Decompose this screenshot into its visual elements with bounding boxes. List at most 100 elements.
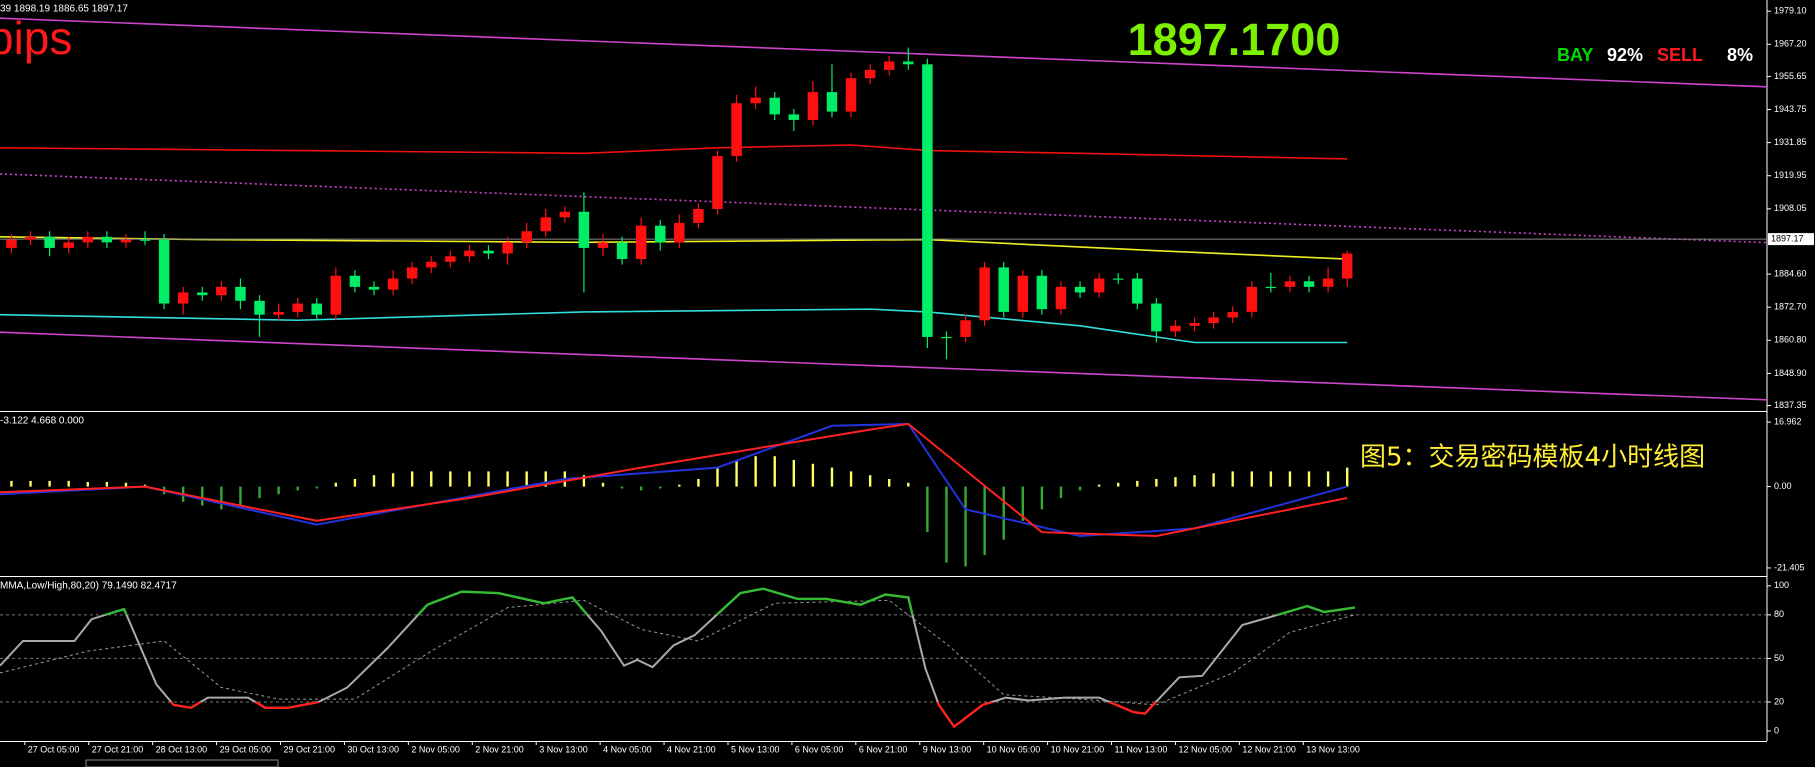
y-tick-label: 1884.60 bbox=[1774, 268, 1807, 278]
tab-strip bbox=[85, 759, 279, 767]
macd-line bbox=[0, 422, 1348, 538]
candle-body bbox=[1074, 286, 1086, 293]
y-tick-label: 1931.85 bbox=[1774, 137, 1807, 147]
candle-body bbox=[559, 211, 571, 218]
y-tick-label: -21.405 bbox=[1774, 562, 1805, 572]
histogram-bar bbox=[296, 486, 299, 491]
candle-body bbox=[731, 103, 742, 157]
candle-body bbox=[960, 320, 971, 337]
histogram-bar bbox=[124, 482, 128, 487]
x-tick-label: 13 Nov 13:00 bbox=[1306, 744, 1360, 754]
candle-body bbox=[712, 156, 723, 209]
candle-body bbox=[197, 292, 208, 296]
candle-body bbox=[845, 78, 857, 112]
candle-body bbox=[979, 267, 990, 321]
histogram-bar bbox=[888, 478, 891, 487]
candle-body bbox=[654, 225, 666, 243]
histogram-bar bbox=[1250, 471, 1253, 487]
indicator-line bbox=[0, 308, 1348, 344]
x-tick-label: 2 Nov 05:00 bbox=[411, 744, 460, 754]
macd-header: -3.122 4.668 0.000 bbox=[0, 416, 84, 427]
candle-body bbox=[216, 286, 227, 296]
histogram-bar bbox=[334, 482, 338, 487]
last-price-box bbox=[1768, 233, 1814, 246]
x-tick-label: 10 Nov 21:00 bbox=[1051, 744, 1105, 754]
candle-body bbox=[82, 236, 94, 243]
candle-body bbox=[1227, 311, 1238, 318]
candle-body bbox=[788, 114, 800, 120]
histogram-bar bbox=[735, 459, 738, 487]
y-tick-label: 1837.35 bbox=[1774, 400, 1807, 410]
histogram-bar bbox=[1136, 480, 1139, 487]
histogram-bar bbox=[1212, 473, 1215, 487]
histogram-bar bbox=[468, 471, 471, 487]
y-tick-label: 20 bbox=[1774, 696, 1784, 706]
candle-body bbox=[464, 250, 475, 257]
candle-body bbox=[120, 239, 132, 243]
x-tick-label: 6 Nov 21:00 bbox=[859, 744, 908, 754]
candle-body bbox=[406, 267, 418, 279]
candle-body bbox=[807, 92, 819, 120]
histogram-bar bbox=[926, 486, 929, 533]
histogram-bar bbox=[1288, 471, 1292, 487]
candle-body bbox=[1036, 275, 1048, 310]
candle-body bbox=[502, 242, 513, 254]
histogram-bar bbox=[105, 482, 109, 487]
candle-body bbox=[368, 286, 380, 290]
candle-body bbox=[387, 278, 399, 290]
candle-body bbox=[540, 217, 551, 232]
histogram-bar bbox=[868, 475, 872, 487]
histogram-bar bbox=[430, 471, 433, 487]
candle-body bbox=[1170, 325, 1181, 332]
y-tick-label: 1955.65 bbox=[1774, 71, 1807, 81]
candle-body bbox=[922, 64, 933, 337]
x-tick-label: 29 Oct 21:00 bbox=[284, 744, 336, 754]
candle-body bbox=[177, 292, 189, 304]
candle-body bbox=[1284, 281, 1296, 287]
histogram-bar bbox=[773, 456, 776, 487]
buy-label: BAY bbox=[1557, 45, 1593, 65]
candle-body bbox=[1246, 286, 1258, 312]
x-tick-label: 9 Nov 13:00 bbox=[923, 744, 972, 754]
k-line-oversold bbox=[169, 701, 1158, 729]
indicator-line bbox=[0, 331, 1768, 401]
candle-body bbox=[25, 236, 36, 240]
candle-body bbox=[674, 222, 685, 243]
histogram-bar bbox=[811, 463, 815, 487]
histogram-bar bbox=[716, 467, 719, 487]
candle-body bbox=[1322, 278, 1334, 287]
candle-body bbox=[483, 250, 494, 254]
x-tick-label: 28 Oct 13:00 bbox=[156, 744, 208, 754]
stochastic-header: MMA,Low/High,80,20) 79.1490 82.4717 bbox=[0, 581, 177, 592]
histogram-bar bbox=[258, 486, 261, 498]
y-tick-label: 1943.75 bbox=[1774, 104, 1807, 114]
histogram-bar bbox=[1059, 486, 1063, 498]
x-tick-label: 12 Nov 21:00 bbox=[1242, 744, 1296, 754]
histogram-bar bbox=[1307, 471, 1311, 487]
histogram-bar bbox=[1231, 471, 1234, 487]
candle-body bbox=[1265, 286, 1277, 289]
ohlc-info: 39 1898.19 1886.65 1897.17 bbox=[0, 4, 128, 15]
histogram-bar bbox=[353, 478, 357, 487]
histogram-bar bbox=[983, 486, 986, 555]
y-tick-label: 16.962 bbox=[1774, 417, 1802, 427]
candle-body bbox=[445, 256, 456, 262]
candle-body bbox=[1303, 281, 1315, 287]
histogram-bar bbox=[945, 486, 948, 563]
candle-body bbox=[521, 231, 532, 243]
candle-body bbox=[101, 236, 113, 243]
histogram-bar bbox=[830, 467, 834, 487]
histogram-bar bbox=[315, 486, 318, 489]
histogram-bar bbox=[907, 482, 910, 487]
annotation: 图5：交易密码模板4小时线图 bbox=[1360, 443, 1705, 473]
candle-body bbox=[349, 275, 361, 287]
candle-body bbox=[1151, 303, 1162, 332]
histogram-bar bbox=[506, 471, 509, 487]
y-tick-label: 80 bbox=[1774, 609, 1784, 619]
histogram-bar bbox=[220, 486, 223, 510]
histogram-bar bbox=[86, 482, 89, 487]
histogram-bar bbox=[1040, 486, 1044, 510]
histogram-bar bbox=[620, 486, 624, 489]
